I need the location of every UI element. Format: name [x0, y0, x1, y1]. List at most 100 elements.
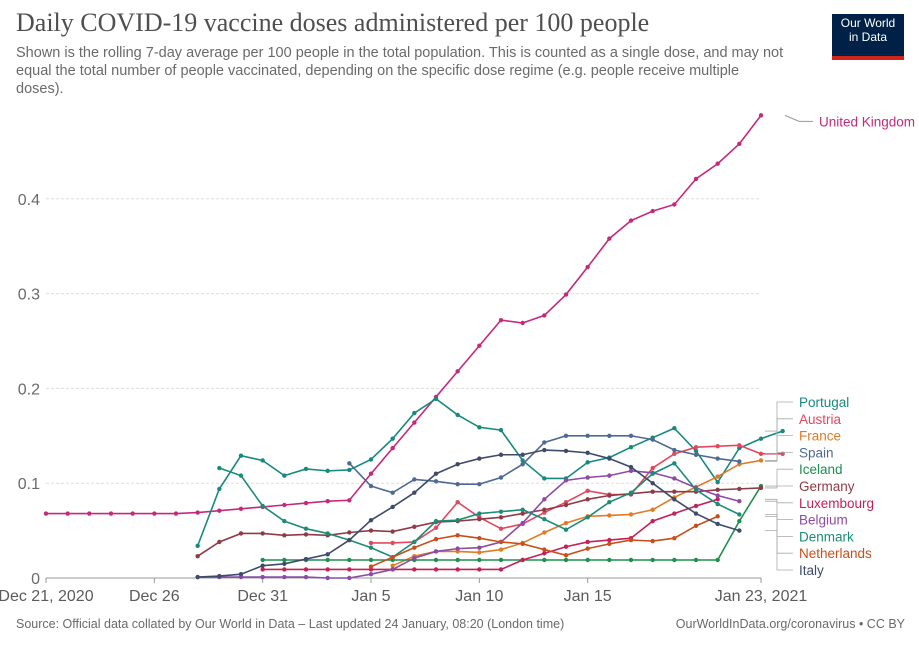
data-point: [758, 436, 764, 441]
data-point: [650, 507, 655, 512]
series-label[interactable]: Luxembourg: [799, 496, 874, 511]
series-label[interactable]: Belgium: [799, 513, 848, 528]
data-point: [368, 572, 374, 577]
data-point: [368, 528, 374, 533]
series-label[interactable]: United Kingdom: [819, 114, 915, 129]
data-point: [238, 572, 244, 577]
data-point: [412, 490, 417, 495]
data-point: [368, 471, 374, 476]
data-point: [628, 433, 634, 438]
series-line[interactable]: [197, 449, 740, 578]
data-point: [433, 557, 439, 563]
series-line[interactable]: [196, 397, 783, 547]
data-point: [217, 539, 222, 545]
source-note: Source: Official data collated by Our Wo…: [16, 617, 565, 631]
label-leader: [765, 485, 793, 489]
label-leader: [765, 530, 793, 571]
data-point: [65, 511, 70, 516]
data-point: [563, 478, 569, 483]
data-point: [368, 564, 374, 569]
data-point: [152, 511, 157, 516]
data-point: [542, 447, 547, 453]
series-line[interactable]: [262, 485, 762, 561]
y-tick-label: 0: [31, 571, 40, 588]
x-tick-label: Jan 10: [455, 588, 503, 605]
data-point: [715, 557, 720, 563]
data-point: [455, 499, 460, 505]
data-point: [585, 546, 590, 551]
series-label[interactable]: Netherlands: [799, 546, 872, 561]
series-label[interactable]: Denmark: [799, 529, 854, 544]
data-point: [737, 443, 742, 448]
owid-logo[interactable]: Our World in Data: [832, 14, 904, 60]
data-point: [433, 567, 439, 572]
data-point: [650, 208, 655, 214]
data-point: [607, 499, 612, 505]
series-label[interactable]: Spain: [799, 445, 834, 460]
data-point: [607, 537, 612, 543]
data-point: [563, 557, 569, 563]
data-point: [607, 541, 612, 547]
series-label[interactable]: Portugal: [799, 395, 849, 410]
data-point: [628, 218, 634, 223]
data-point: [520, 511, 525, 516]
data-point: [650, 471, 655, 476]
data-point: [715, 493, 720, 498]
data-point: [260, 531, 265, 536]
data-point: [195, 553, 200, 559]
data-point: [693, 444, 699, 450]
data-point: [737, 486, 742, 492]
data-point: [390, 540, 395, 546]
data-point: [477, 517, 482, 522]
data-point: [628, 444, 634, 450]
series-label[interactable]: Italy: [799, 563, 824, 578]
data-point: [238, 506, 244, 511]
data-point: [607, 493, 612, 498]
data-point: [195, 510, 200, 515]
data-point: [217, 465, 222, 471]
series-line[interactable]: [219, 462, 740, 559]
data-point: [585, 475, 590, 480]
series-label[interactable]: Austria: [799, 412, 842, 427]
data-point: [412, 477, 417, 482]
series-line[interactable]: [371, 444, 783, 544]
x-axis: Dec 21, 2020 Dec 26 Dec 31 Jan 5 Jan 10 Jan 1…: [0, 578, 807, 605]
data-point: [303, 532, 309, 537]
gridlines: 0 0.1 0.2 0.3 0.4: [18, 192, 761, 588]
series-line[interactable]: [262, 498, 718, 571]
data-point: [368, 540, 374, 546]
label-leader: [765, 401, 793, 432]
data-point: [433, 549, 439, 554]
credit-link[interactable]: OurWorldInData.org/coronavirus • CC BY: [675, 617, 905, 631]
data-point: [607, 557, 612, 563]
data-point: [563, 520, 569, 526]
data-point: [715, 497, 720, 502]
series-label[interactable]: Iceland: [799, 462, 843, 477]
data-point: [650, 489, 655, 494]
y-tick-label: 0.2: [18, 381, 40, 398]
label-leader: [765, 468, 793, 487]
line-chart: 0 0.1 0.2 0.3 0.4 Dec 21, 2020 Dec 26 Dec 31 Ja…: [0, 113, 915, 605]
data-point: [563, 553, 569, 558]
data-point: [693, 448, 699, 454]
data-point: [563, 544, 569, 549]
data-point: [347, 461, 352, 466]
data-point: [455, 412, 460, 418]
data-point: [650, 465, 655, 471]
series-line[interactable]: [46, 114, 762, 515]
series-label[interactable]: Germany: [799, 479, 855, 494]
data-point: [43, 511, 49, 516]
data-point: [477, 456, 482, 461]
data-point: [585, 433, 590, 438]
data-point: [758, 458, 764, 463]
data-point: [477, 343, 482, 348]
data-point: [347, 530, 352, 535]
data-point: [325, 567, 330, 572]
series-line[interactable]: [197, 470, 740, 579]
series-label[interactable]: France: [799, 429, 841, 444]
data-point: [737, 518, 742, 524]
data-point: [585, 450, 590, 456]
data-point: [108, 511, 114, 516]
series-line[interactable]: [392, 459, 762, 567]
data-point: [672, 451, 677, 457]
